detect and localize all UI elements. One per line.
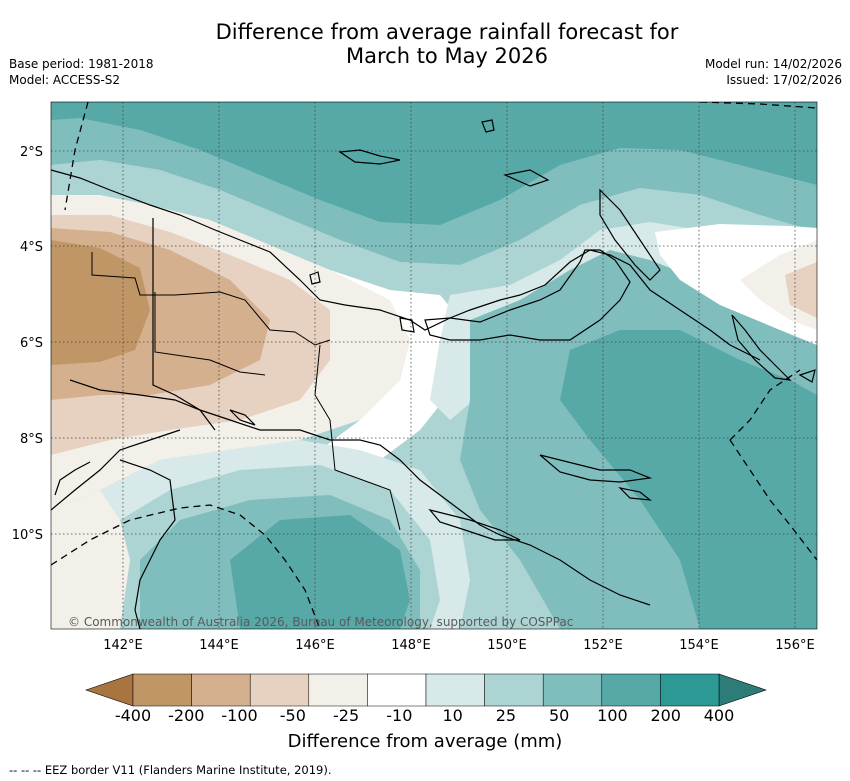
colorbar-tick-label: -10	[386, 706, 413, 725]
coastlines	[51, 119, 816, 629]
colorbar-cell	[484, 673, 544, 707]
lon-label: 156°E	[775, 638, 815, 653]
colorbar-high-extension	[718, 673, 767, 707]
colorbar-cell	[425, 673, 485, 707]
colorbar-tick-label: 100	[597, 706, 628, 725]
fill-east-dry-25-50	[785, 262, 817, 318]
lon-label: 144°E	[199, 638, 239, 653]
fill-central-neutral	[320, 270, 470, 460]
lon-label: 146°E	[295, 638, 335, 653]
issued-date: Issued: 17/02/2026	[726, 73, 842, 87]
title-line-1: Difference from average rainfall forecas…	[215, 20, 679, 44]
lon-label: 152°E	[583, 638, 623, 653]
colorbar-cell	[132, 673, 192, 707]
colorbar-tick-label: 50	[548, 706, 570, 725]
lon-axis: 142°E 144°E 146°E 148°E 150°E 152°E 154°…	[103, 638, 815, 653]
model-info: Base period: 1981-2018 Model: ACCESS-S2	[9, 56, 154, 88]
fill-north-100-200	[51, 102, 817, 225]
fill-north-25-50	[51, 160, 817, 295]
eez-line-sample: -- -- --	[9, 763, 42, 777]
lat-label: 2°S	[20, 145, 43, 160]
colorbar-cell	[542, 673, 603, 707]
colorbar-cell	[367, 673, 427, 707]
colorbar-tick-label: -100	[221, 706, 258, 725]
map-canvas: © Commonwealth of Australia 2026, Bureau…	[51, 102, 817, 629]
lat-label: 8°S	[20, 432, 43, 447]
colorbar-tick-label: -25	[333, 706, 360, 725]
eez-borders	[51, 102, 817, 629]
colorbar-cell	[249, 673, 310, 707]
credit-text: © Commonwealth of Australia 2026, Bureau…	[68, 615, 573, 629]
colorbar-tick-label: -50	[279, 706, 306, 725]
lat-label: 4°S	[20, 240, 43, 255]
colorbar-tick-label: -400	[114, 706, 152, 725]
lat-label: 6°S	[20, 336, 43, 351]
colorbar	[85, 673, 767, 707]
colorbar-tick-label: 400	[703, 706, 735, 725]
chart-title: Difference from average rainfall forecas…	[0, 20, 850, 68]
colorbar-label: Difference from average (mm)	[287, 731, 563, 752]
model-name: Model: ACCESS-S2	[9, 73, 121, 87]
colorbar-cell	[601, 673, 661, 707]
fill-south-100-200	[230, 515, 410, 629]
colorbar-tick-label: 200	[650, 706, 681, 725]
lon-label: 142°E	[103, 638, 143, 653]
lon-label: 154°E	[679, 638, 719, 653]
fill-west-dry-100-200	[51, 240, 150, 365]
colorbar-tick-label: 25	[495, 706, 517, 725]
run-info: Model run: 14/02/2026 Issued: 17/02/2026	[705, 56, 842, 88]
colorbar-tick-label: 10	[442, 706, 463, 725]
colorbar-tick-label: -200	[168, 706, 205, 725]
eez-legend: -- -- -- EEZ border V11 (Flanders Marine…	[9, 763, 332, 777]
colorbar-low-extension	[85, 673, 134, 707]
fill-east-neutral	[655, 224, 817, 345]
lon-label: 150°E	[487, 638, 527, 653]
base-period: Base period: 1981-2018	[9, 57, 154, 71]
fill-southwest-dry	[51, 490, 130, 629]
lat-axis: 2°S 4°S 6°S 8°S 10°S	[12, 145, 43, 543]
map-frame	[50, 101, 818, 630]
title-line-2: March to May 2026	[346, 44, 548, 68]
fill-east-wet-100-200	[560, 330, 817, 629]
eez-legend-text: EEZ border V11 (Flanders Marine Institut…	[44, 763, 332, 777]
lat-label: 10°S	[12, 528, 43, 543]
colorbar-cell	[191, 673, 251, 707]
lon-label: 148°E	[391, 638, 431, 653]
model-run: Model run: 14/02/2026	[704, 57, 842, 71]
colorbar-cell	[660, 673, 720, 707]
colorbar-cell	[308, 673, 368, 707]
